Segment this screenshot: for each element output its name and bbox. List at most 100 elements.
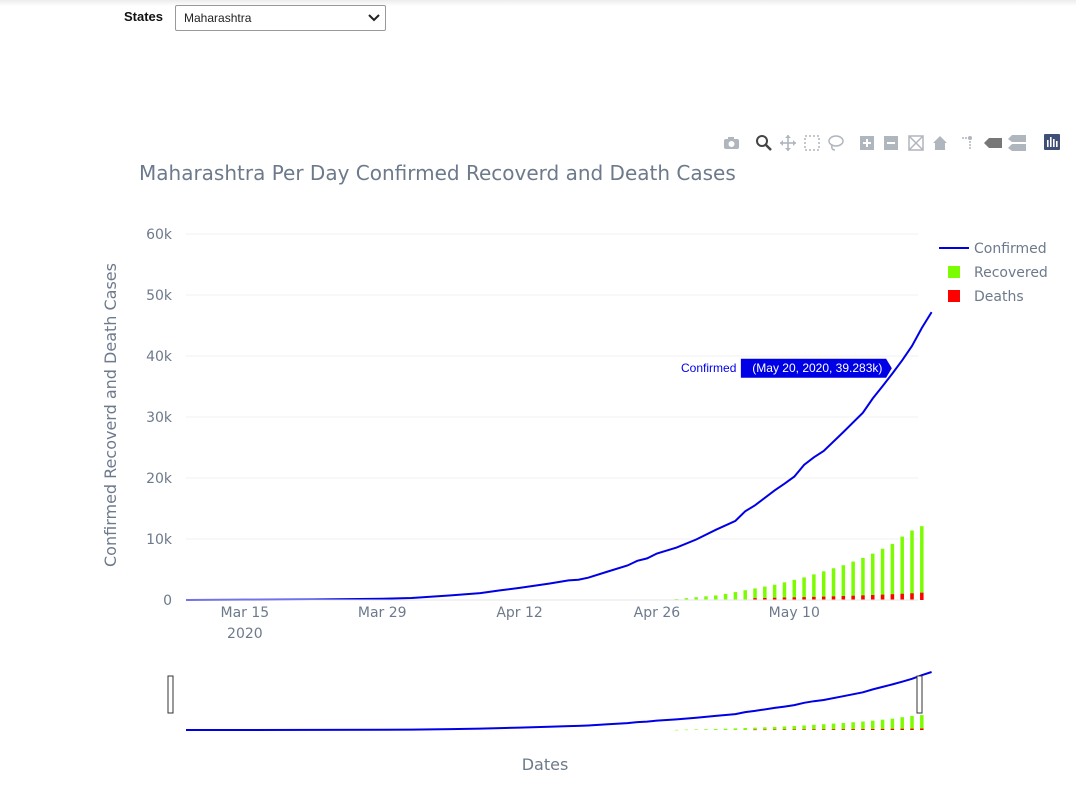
range-slider-deaths-bar bbox=[812, 729, 816, 730]
hover-label: Confirmed (May 20, 2020, 39.283k) bbox=[681, 357, 893, 379]
range-slider-recovered-bar bbox=[910, 715, 914, 730]
hover-closest-icon[interactable] bbox=[984, 138, 1002, 148]
deaths-bar bbox=[841, 596, 846, 600]
states-label: States bbox=[124, 9, 164, 24]
camera-icon[interactable] bbox=[724, 137, 739, 149]
recovered-bar bbox=[792, 579, 797, 600]
range-slider-recovered-bar bbox=[782, 726, 787, 730]
legend-swatch-deaths bbox=[948, 290, 960, 302]
spike-lines-icon[interactable] bbox=[962, 136, 972, 150]
autoscale-icon[interactable] bbox=[908, 135, 924, 151]
deaths-bar bbox=[812, 596, 816, 600]
x-tick-label: Apr 26 bbox=[634, 605, 681, 621]
recovered-bar bbox=[723, 593, 728, 600]
zoom-out-icon[interactable] bbox=[884, 136, 898, 150]
deaths-bar bbox=[802, 597, 806, 600]
recovered-bar bbox=[890, 543, 895, 600]
legend-item-confirmed[interactable]: Confirmed bbox=[939, 241, 1047, 257]
range-slider-recovered-bar bbox=[871, 720, 875, 730]
y-gridlines bbox=[186, 233, 918, 540]
range-slider-deaths-bar bbox=[831, 729, 836, 730]
range-slider-right-handle[interactable] bbox=[916, 675, 923, 714]
recovered-bar bbox=[900, 536, 904, 600]
recovered-bar bbox=[920, 526, 924, 600]
recovered-bar bbox=[714, 595, 718, 600]
legend-swatch-recovered bbox=[948, 266, 960, 278]
x-tick-label: May 10 bbox=[769, 605, 820, 621]
reset-axes-icon[interactable] bbox=[933, 136, 947, 150]
range-slider-deaths-bar bbox=[772, 729, 777, 731]
range-slider-recovered-bar bbox=[880, 719, 885, 730]
y-tick-label: 10k bbox=[146, 532, 173, 548]
range-slider-recovered-bar bbox=[694, 729, 698, 730]
range-slider-deaths-bar bbox=[920, 728, 924, 730]
range-slider-deaths-bar bbox=[900, 728, 904, 730]
range-slider-recovered-bar bbox=[684, 729, 689, 731]
x-tick-year-label: 2020 bbox=[227, 626, 263, 642]
range-slider-recovered-bar bbox=[743, 728, 747, 730]
lasso-select-icon[interactable] bbox=[828, 135, 844, 151]
hover-series-name: Confirmed bbox=[681, 361, 736, 375]
range-slider-left-handle[interactable] bbox=[167, 675, 174, 714]
recovered-bar bbox=[753, 588, 757, 600]
range-slider-recovered-bar bbox=[851, 722, 855, 730]
pan-icon[interactable] bbox=[780, 135, 796, 151]
range-slider-recovered-bar bbox=[821, 724, 826, 730]
top-bar bbox=[0, 0, 1076, 6]
range-slider-deaths-bar bbox=[880, 728, 885, 730]
range-slider-deaths-bar bbox=[763, 729, 767, 731]
range-slider-deaths-bar bbox=[890, 728, 895, 730]
recovered-bar bbox=[684, 598, 689, 600]
range-slider-deaths-bar bbox=[910, 728, 914, 730]
range-slider-deaths-bar bbox=[792, 729, 797, 730]
recovered-bar bbox=[910, 530, 914, 600]
legend-item-recovered[interactable]: Recovered bbox=[948, 265, 1048, 281]
recovered-bar bbox=[733, 592, 738, 600]
range-slider-recovered-bar bbox=[861, 721, 865, 730]
recovered-bar bbox=[841, 565, 846, 600]
deaths-bar bbox=[792, 597, 797, 600]
states-dropdown[interactable]: Maharashtra bbox=[175, 5, 386, 31]
confirmed-line bbox=[185, 311, 933, 601]
deaths-bar bbox=[890, 594, 895, 600]
hover-compare-icon[interactable] bbox=[1008, 135, 1026, 151]
range-slider-recovered-bar bbox=[704, 729, 708, 730]
zoom-in-icon[interactable] bbox=[860, 136, 874, 150]
recovered-bars bbox=[674, 526, 924, 600]
range-slider-recovered-bar bbox=[831, 723, 836, 730]
states-dropdown-value: Maharashtra bbox=[184, 11, 252, 25]
recovered-bar bbox=[821, 571, 826, 600]
box-select-icon[interactable] bbox=[804, 135, 820, 151]
y-tick-label: 20k bbox=[146, 471, 173, 487]
range-slider-recovered-bar bbox=[900, 717, 904, 730]
legend-item-deaths[interactable]: Deaths bbox=[948, 289, 1024, 305]
deaths-bar bbox=[880, 594, 885, 600]
hover-box bbox=[739, 357, 893, 379]
recovered-bar bbox=[763, 586, 767, 600]
recovered-bar bbox=[802, 577, 806, 600]
range-slider-deaths-bar bbox=[753, 729, 757, 731]
x-tick-label: Mar 15 bbox=[221, 605, 270, 621]
plotly-logo-icon[interactable] bbox=[1044, 134, 1060, 150]
range-slider[interactable] bbox=[167, 671, 932, 731]
chart-modebar bbox=[720, 132, 1065, 154]
x-axis-title: Dates bbox=[522, 755, 569, 774]
recovered-bar bbox=[704, 596, 708, 600]
legend-label-deaths: Deaths bbox=[974, 289, 1024, 305]
hover-value: (May 20, 2020, 39.283k) bbox=[752, 361, 882, 375]
recovered-bar bbox=[871, 553, 875, 600]
deaths-bar bbox=[831, 596, 836, 600]
deaths-bar bbox=[782, 597, 787, 600]
zoom-icon[interactable] bbox=[756, 135, 772, 151]
range-slider-recovered-bar bbox=[920, 715, 924, 730]
y-tick-label: 60k bbox=[146, 227, 173, 243]
range-slider-recovered-bar bbox=[763, 727, 767, 730]
range-slider-recovered-bar bbox=[890, 718, 895, 730]
range-slider-deaths-bar bbox=[871, 728, 875, 730]
y-tick-label: 30k bbox=[146, 410, 173, 426]
range-slider-deaths-bars bbox=[753, 728, 924, 731]
range-slider-recovered-bar bbox=[753, 727, 757, 730]
deaths-bar bbox=[861, 595, 865, 600]
chevron-down-icon bbox=[368, 14, 380, 22]
